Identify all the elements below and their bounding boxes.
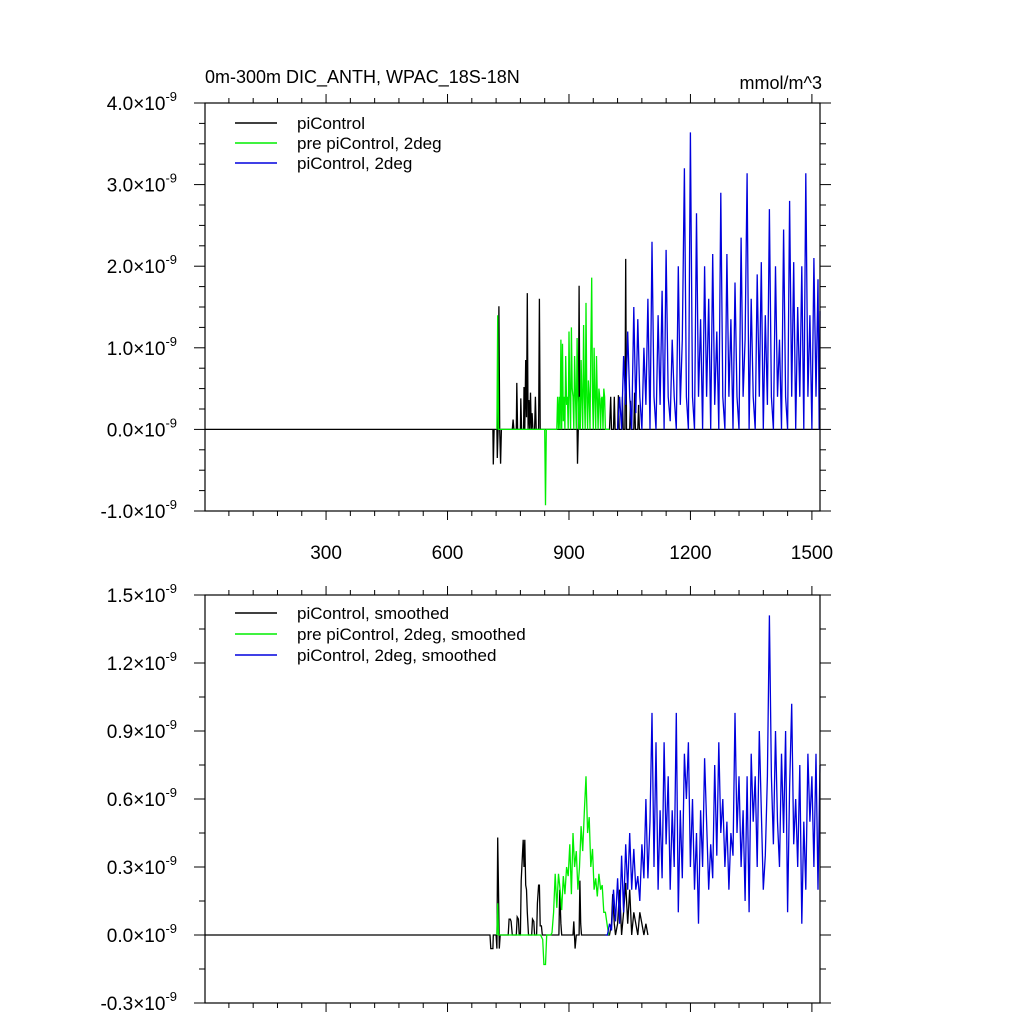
legend-label-2: piControl, 2deg, smoothed (297, 646, 496, 665)
x-tick-label: 300 (310, 543, 342, 564)
y-tick-label: 0.6×10-9 (107, 785, 177, 811)
series-line-bottom-0 (205, 837, 649, 950)
y-tick-label: 0.9×10-9 (107, 717, 177, 743)
legend-label-1: pre piControl, 2deg (297, 134, 442, 153)
x-tick-label: 1500 (791, 543, 833, 564)
bottom-panel: -0.3×10-9 0.0×10-9 0.3×10-9 0.6×10-9 0.9×10-… (100, 581, 831, 1015)
y-tick-label: 1.2×10-9 (107, 649, 177, 675)
y-tick-label: 1.5×10-9 (107, 581, 177, 607)
legend-label-0: piControl (297, 114, 365, 133)
series-line-top-1 (496, 277, 610, 506)
y-tick-label: 4.0×10-9 (107, 89, 177, 115)
top-panel: 300 600 900 1200 1500 -1.0×10-9 0.0×10-9 1.0×10… (100, 89, 833, 564)
legend-label-0: piControl, smoothed (297, 604, 449, 623)
units-label: mmol/m^3 (740, 73, 822, 93)
x-tick-label: 600 (432, 543, 464, 564)
series-line-top-2 (616, 132, 821, 430)
y-tick-label: 2.0×10-9 (107, 252, 177, 278)
series-line-bottom-1 (496, 776, 610, 966)
y-tick-label: 3.0×10-9 (107, 171, 177, 197)
y-tick-label: 0.0×10-9 (107, 921, 177, 947)
legend-label-1: pre piControl, 2deg, smoothed (297, 625, 526, 644)
series-line-bottom-2 (605, 615, 821, 936)
x-tick-label: 1200 (669, 543, 711, 564)
y-tick-label: 0.0×10-9 (107, 415, 177, 441)
y-tick-label: -1.0×10-9 (100, 497, 177, 523)
figure-title: 0m-300m DIC_ANTH, WPAC_18S-18N (205, 67, 520, 88)
legend-label-2: piControl, 2deg (297, 154, 412, 173)
y-tick-label: -0.3×10-9 (100, 989, 177, 1015)
y-tick-label: 0.3×10-9 (107, 853, 177, 879)
x-tick-label: 900 (553, 543, 585, 564)
y-tick-label: 1.0×10-9 (107, 334, 177, 360)
